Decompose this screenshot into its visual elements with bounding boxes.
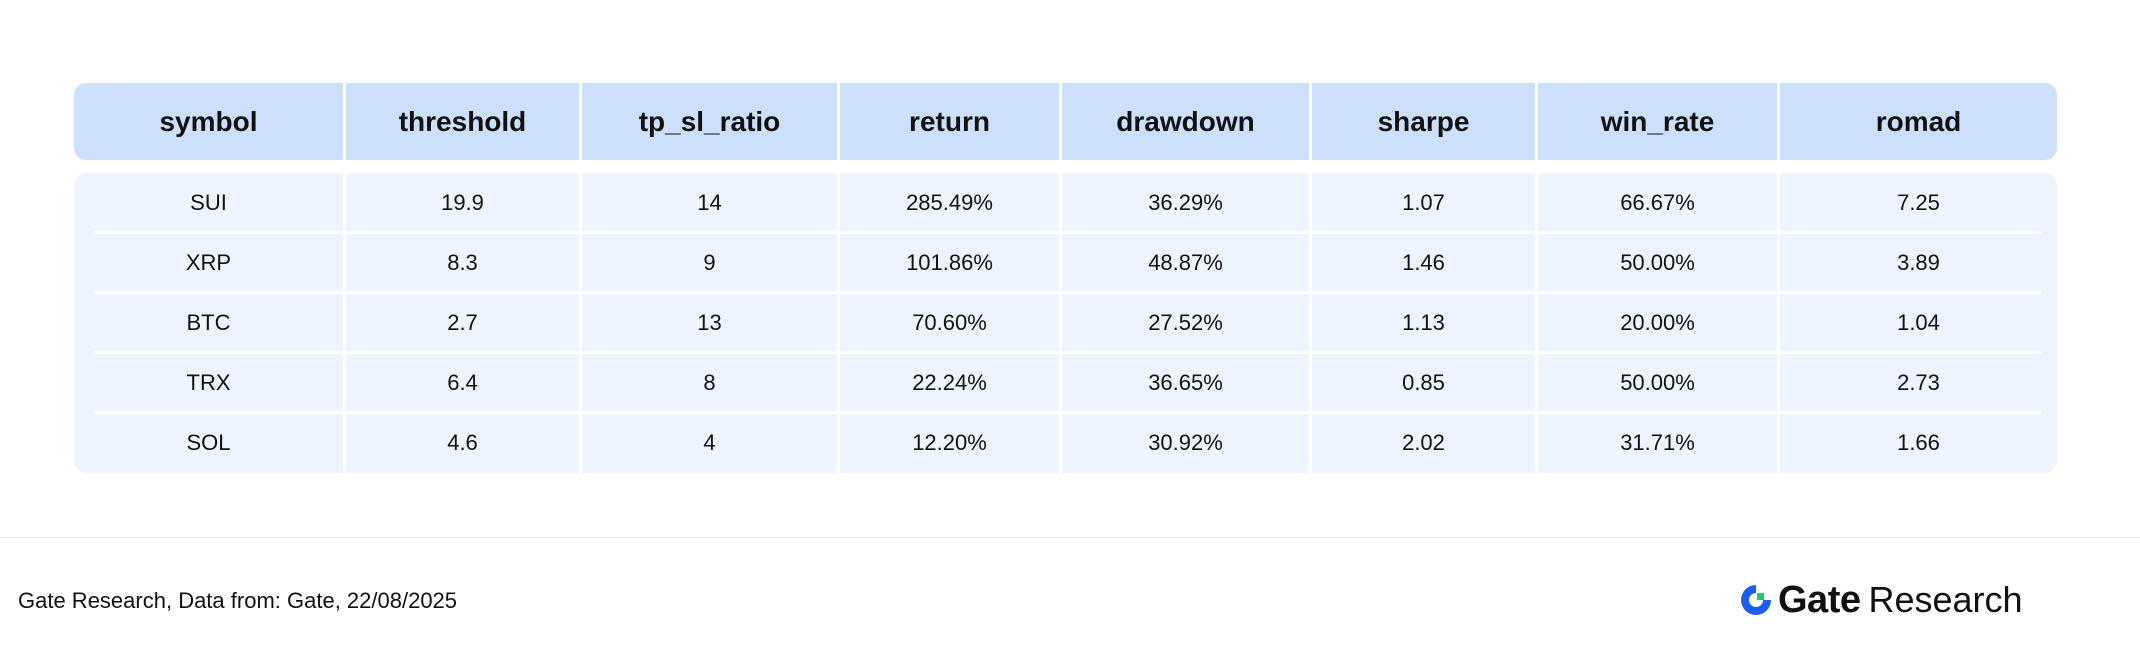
table-cell: 9 [582,233,840,293]
table-cell: 13 [582,293,840,353]
table-cell: 27.52% [1062,293,1312,353]
table-cell: 0.85 [1312,353,1538,413]
column-header-win-rate: win_rate [1538,83,1780,160]
table-cell: 31.71% [1538,413,1780,473]
table-cell: 2.73 [1897,370,1940,395]
column-header-romad: romad [1875,105,1962,137]
table-cell: 36.29% [1062,173,1312,233]
table-cell: 2.7 [346,293,582,353]
column-header-drawdown: drawdown [1062,83,1312,160]
table-cell: SUI [74,173,346,233]
table-row: SOL 4.6 4 12.20% 30.92% 2.02 31.71% 1.66 [74,411,2057,473]
table-cell: 48.87% [1062,233,1312,293]
table-cell: 1.07 [1312,173,1538,233]
column-header-symbol: symbol [74,83,346,160]
table-cell: XRP [74,233,346,293]
table-cell: 20.00% [1538,293,1780,353]
brand-subtitle: Research [1868,579,2023,620]
results-table: symbol threshold tp_sl_ratio return draw… [74,83,2057,473]
table-cell: 2.02 [1312,413,1538,473]
column-header-sharpe: sharpe [1312,83,1538,160]
table-cell: 50.00% [1538,233,1780,293]
table-cell: 70.60% [840,293,1062,353]
table-cell: 66.67% [1538,173,1780,233]
table-row: XRP 8.3 9 101.86% 48.87% 1.46 50.00% 3.8… [74,231,2057,293]
table-cell: 6.4 [346,353,582,413]
table-row: BTC 2.7 13 70.60% 27.52% 1.13 20.00% 1.0… [74,291,2057,353]
table-cell: 101.86% [840,233,1062,293]
table-cell: 1.46 [1312,233,1538,293]
table-cell: 12.20% [840,413,1062,473]
gate-logo-icon [1741,585,1771,615]
column-header-tp-sl-ratio: tp_sl_ratio [582,83,840,160]
table-row: SUI 19.9 14 285.49% 36.29% 1.07 66.67% 7… [74,173,2057,233]
table-cell: SOL [74,413,346,473]
table-cell: 19.9 [346,173,582,233]
table-cell: 1.04 [1897,310,1940,335]
table-cell: 4.6 [346,413,582,473]
table-cell: 8.3 [346,233,582,293]
table-cell: 1.13 [1312,293,1538,353]
table-cell: 22.24% [840,353,1062,413]
table-cell: 3.89 [1897,250,1940,275]
table-body: SUI 19.9 14 285.49% 36.29% 1.07 66.67% 7… [74,173,2057,473]
column-header-return: return [840,83,1062,160]
table-cell: 1.66 [1897,430,1940,455]
footer-divider [0,537,2140,538]
brand-name: Gate [1778,578,1861,621]
source-note: Gate Research, Data from: Gate, 22/08/20… [18,588,458,613]
table-cell: 14 [582,173,840,233]
table-cell: 8 [582,353,840,413]
table-cell: 50.00% [1538,353,1780,413]
brand-logo: Gate Research [1738,578,2023,622]
table-header-row: symbol threshold tp_sl_ratio return draw… [74,83,2057,160]
table-cell: 285.49% [840,173,1062,233]
table-cell: BTC [74,293,346,353]
table-cell: TRX [74,353,346,413]
table-cell: 36.65% [1062,353,1312,413]
table-cell: 30.92% [1062,413,1312,473]
column-header-threshold: threshold [346,83,582,160]
table-cell: 7.25 [1897,190,1940,215]
table-cell: 4 [582,413,840,473]
table-row: TRX 6.4 8 22.24% 36.65% 0.85 50.00% 2.73 [74,351,2057,413]
